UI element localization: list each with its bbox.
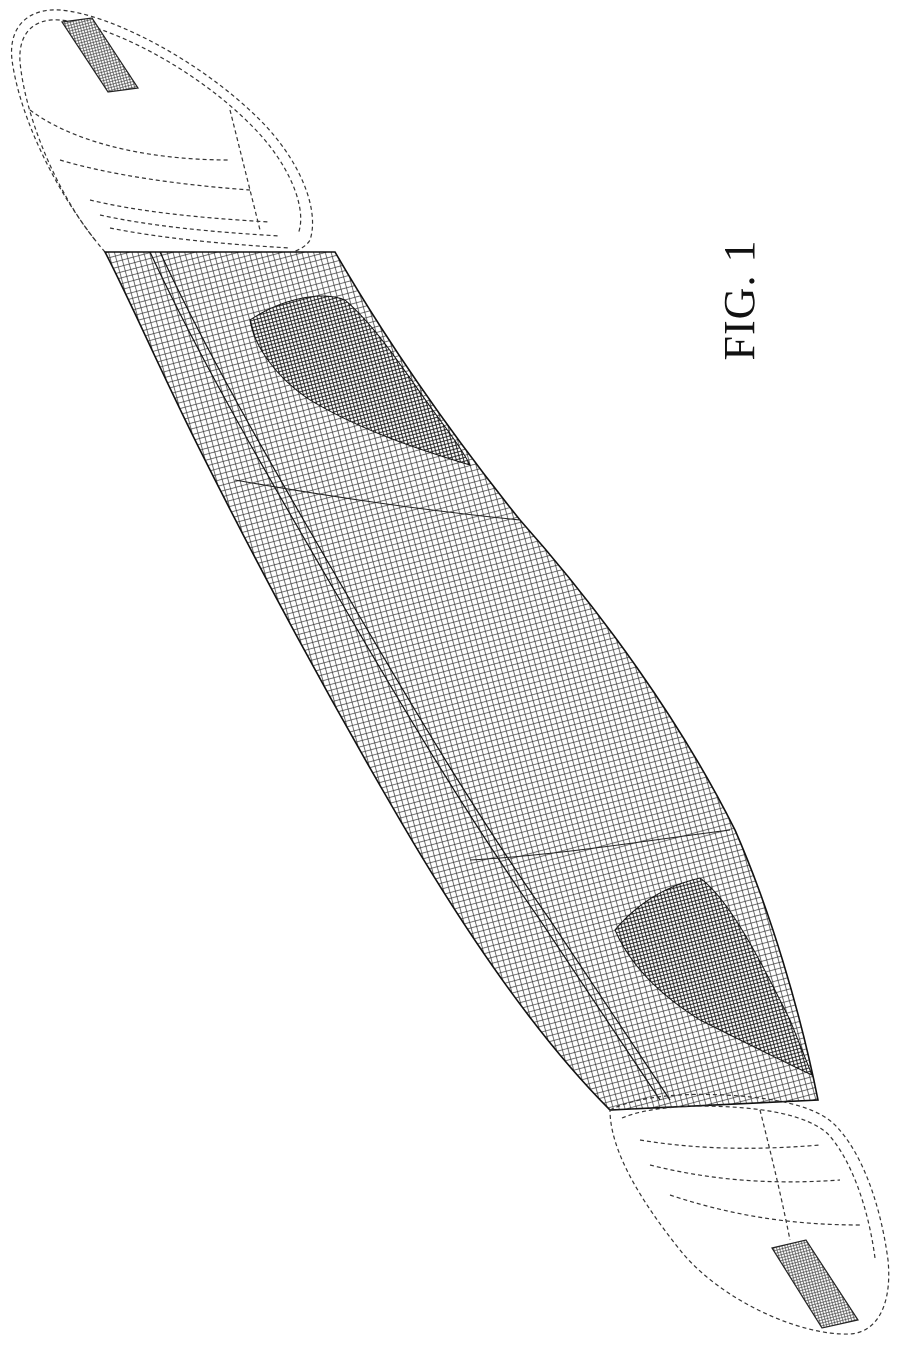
bottom-hook-patch xyxy=(772,1240,858,1328)
bottom-end-cap xyxy=(610,1094,889,1334)
top-end-cap xyxy=(12,10,313,260)
figure-label: FIG. 1 xyxy=(710,180,770,420)
